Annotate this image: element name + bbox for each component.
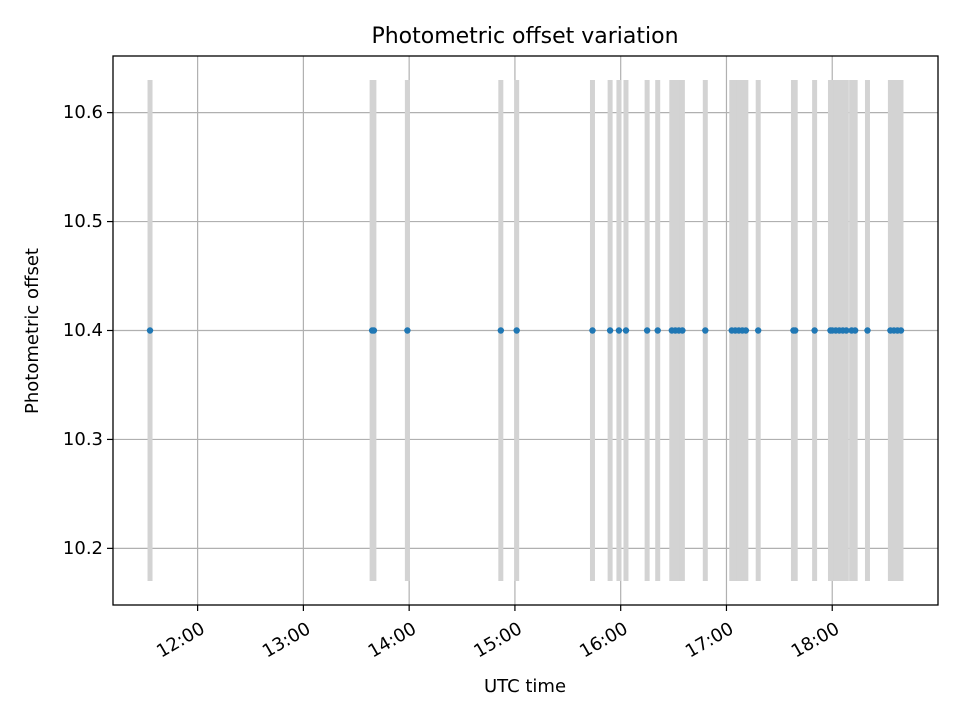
data-point (513, 327, 520, 334)
y-tick-label: 10.6 (63, 102, 103, 123)
data-point (679, 327, 686, 334)
data-point (811, 327, 818, 334)
data-point (702, 327, 709, 334)
data-point (654, 327, 661, 334)
y-tick-label: 10.5 (63, 211, 103, 232)
x-axis-label: UTC time (484, 676, 566, 697)
data-points (146, 327, 905, 334)
data-point (897, 327, 905, 334)
chart-title: Photometric offset variation (371, 24, 678, 49)
y-tick-label: 10.2 (63, 538, 103, 559)
data-point (622, 327, 630, 334)
data-point (589, 327, 596, 334)
data-point (615, 327, 623, 334)
data-point (843, 327, 850, 334)
data-point (370, 327, 378, 334)
y-tick-label: 10.4 (63, 320, 103, 341)
data-point (606, 327, 614, 334)
data-point (864, 327, 871, 334)
data-point (146, 327, 154, 334)
data-point (643, 327, 651, 334)
y-tick-label: 10.3 (63, 429, 103, 450)
y-axis-label: Photometric offset (22, 248, 43, 414)
data-point (792, 327, 799, 334)
y-axis-ticks: 10.2 10.3 10.4 10.5 10.6 (63, 102, 113, 559)
data-point (754, 327, 762, 334)
data-point (742, 327, 750, 334)
data-point (404, 327, 411, 334)
data-point (497, 327, 505, 334)
data-point (851, 327, 859, 334)
